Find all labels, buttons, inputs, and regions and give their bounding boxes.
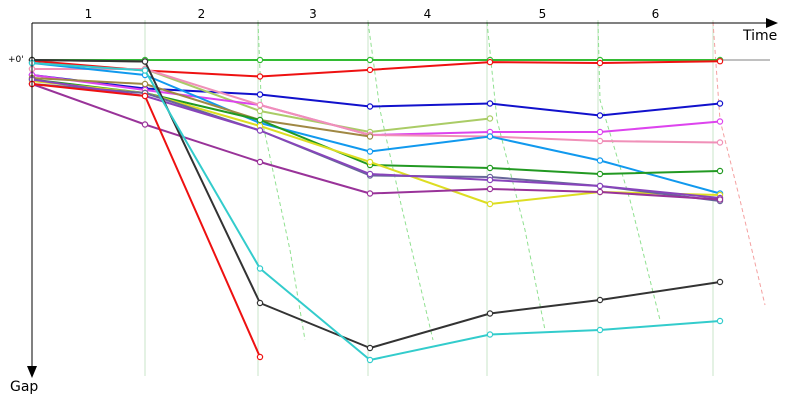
zero-gap-label: +0': [8, 55, 24, 65]
lap-trend-line: [712, 21, 766, 306]
series: [28, 71, 724, 139]
series-point: [256, 91, 264, 98]
y-axis-title: Gap: [10, 379, 38, 395]
series-point: [141, 67, 149, 74]
series-point: [256, 265, 264, 272]
series-line: [31, 78, 721, 199]
series-point: [256, 299, 264, 307]
series-point: [141, 92, 149, 100]
series-point: [486, 310, 494, 317]
series-point: [596, 157, 604, 164]
series: [28, 59, 724, 364]
lap-grid: [144, 20, 714, 376]
gap-axis-arrow: [27, 366, 37, 378]
series-line: [31, 62, 721, 361]
series-point: [256, 353, 264, 361]
series-point: [596, 59, 604, 67]
series-point: [256, 107, 264, 115]
series-point: [256, 158, 264, 166]
series-point: [486, 185, 494, 193]
series-point: [256, 116, 264, 124]
series-point: [366, 170, 374, 178]
series-point: [596, 112, 604, 119]
x-axis-title: Time: [742, 28, 777, 44]
series-point: [716, 278, 724, 286]
series-point: [141, 58, 149, 65]
series-point: [366, 66, 374, 74]
series-point: [716, 317, 724, 325]
lap-trend-line: [257, 21, 306, 341]
series-point: [716, 58, 724, 65]
lap-labels: 1 2 3 4 5 6: [85, 7, 660, 21]
series-point: [486, 58, 494, 66]
series-point: [486, 100, 494, 107]
lap-trend-line: [597, 21, 661, 321]
series-line: [31, 77, 371, 138]
series-line: [31, 80, 721, 205]
series-point: [256, 56, 264, 64]
series-point: [141, 121, 149, 128]
series-point: [366, 133, 374, 140]
series-point: [716, 167, 724, 175]
series-point: [256, 127, 264, 134]
lap-label: 5: [539, 7, 547, 21]
series-line: [31, 83, 721, 202]
time-axis-arrow: [766, 18, 778, 28]
lap-trend-lines: [257, 21, 766, 341]
series-point: [486, 133, 494, 140]
lap-label: 2: [198, 7, 206, 21]
series-point: [716, 139, 724, 146]
series-point: [596, 326, 604, 334]
series-point: [716, 100, 724, 107]
lap-label: 6: [652, 7, 660, 21]
series-point: [366, 190, 374, 197]
series-point: [596, 182, 604, 190]
series-line: [31, 59, 721, 349]
series: [28, 80, 724, 203]
series-point: [486, 176, 494, 184]
series-point: [366, 158, 374, 166]
lap-label: 4: [424, 7, 432, 21]
series-point: [141, 80, 149, 88]
series-point: [596, 296, 604, 304]
series-point: [596, 170, 604, 178]
series-point: [486, 200, 494, 208]
series-point: [256, 101, 264, 109]
series-point: [596, 137, 604, 145]
series-point: [486, 331, 494, 338]
series: [28, 56, 724, 352]
series-point: [716, 196, 724, 203]
series-point: [366, 148, 374, 155]
series-point: [716, 118, 724, 125]
series-point: [486, 115, 494, 122]
lap-label: 1: [85, 7, 93, 21]
series-point: [486, 164, 494, 172]
series: [28, 80, 724, 205]
axes: [27, 18, 778, 378]
driver-series: [28, 56, 724, 364]
lap-label: 3: [309, 7, 317, 21]
series-point: [366, 344, 374, 352]
series-point: [596, 128, 604, 136]
series-point: [366, 356, 374, 364]
series-point: [256, 73, 264, 80]
series-point: [366, 103, 374, 110]
series-point: [596, 188, 604, 196]
lap-trend-line: [486, 21, 546, 331]
series-point: [366, 56, 374, 64]
lap-trend-line: [367, 21, 434, 341]
